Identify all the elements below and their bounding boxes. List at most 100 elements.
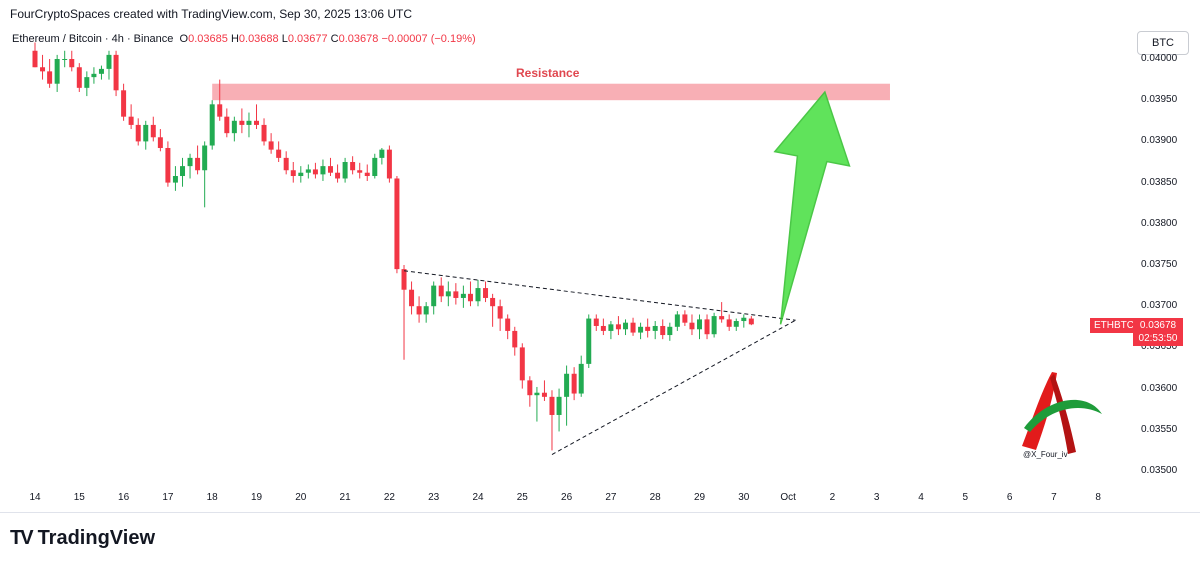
time-tick-label: 19 — [250, 492, 263, 503]
candle-body — [719, 316, 725, 320]
time-tick-label: 2 — [829, 492, 836, 503]
candle-body — [305, 169, 311, 173]
candle-body — [202, 145, 208, 171]
candle-body — [276, 149, 282, 158]
descending-trendline — [403, 270, 796, 321]
time-tick-label: 27 — [605, 492, 617, 503]
candle-body — [172, 176, 178, 183]
tradingview-logo[interactable]: TV TradingView — [10, 527, 155, 550]
resistance-label: Resistance — [516, 66, 580, 80]
candle-body — [32, 50, 38, 68]
candle-body — [357, 170, 363, 173]
candle-body — [660, 325, 666, 336]
candle-body — [645, 326, 651, 331]
resistance-zone — [212, 83, 890, 101]
candle-body — [483, 288, 489, 298]
candle-body — [246, 120, 252, 125]
candle-body — [54, 59, 60, 84]
candle-body — [143, 124, 149, 142]
time-tick-label: 3 — [873, 492, 880, 503]
candle-body — [512, 330, 518, 348]
candle-body — [165, 147, 171, 183]
candle-body — [571, 373, 577, 394]
candle-body — [98, 68, 104, 74]
candle-body — [527, 380, 533, 396]
change-value: −0.00007 (−0.19%) — [381, 33, 476, 45]
projection-arrow — [773, 90, 851, 325]
logo-stroke-right — [1050, 374, 1076, 454]
time-tick-label: 21 — [339, 492, 351, 503]
candle-body — [519, 347, 525, 381]
candle-body — [608, 324, 614, 331]
candle-body — [704, 319, 710, 335]
candle-body — [394, 178, 400, 270]
symbol-label[interactable]: Ethereum / Bitcoin · 4h · Binance — [12, 33, 174, 45]
candle-body — [541, 392, 547, 397]
price-tick-label: 0.03750 — [1141, 259, 1178, 270]
candle-body — [290, 170, 296, 177]
time-tick-label: 14 — [29, 492, 41, 503]
candle-body — [748, 318, 754, 325]
candle-body — [180, 166, 186, 177]
candle-body — [379, 149, 385, 158]
time-tick-label: 22 — [383, 492, 395, 503]
candle-body — [231, 120, 237, 134]
ohlc-legend: Ethereum / Bitcoin · 4h · Binance O0.036… — [12, 33, 476, 45]
price-tick-label: 0.04000 — [1141, 53, 1178, 64]
candle-body — [91, 73, 97, 78]
time-tick-label: 4 — [918, 492, 924, 503]
high-label: H — [230, 33, 239, 45]
candle-body — [638, 326, 644, 333]
candle-body — [593, 318, 599, 326]
candle-body — [106, 54, 112, 69]
candle-body — [549, 396, 555, 415]
candle-body — [312, 169, 318, 175]
open-label: O — [179, 33, 189, 45]
time-tick-label: 26 — [561, 492, 573, 503]
candle-body — [733, 321, 739, 327]
candle-body — [490, 297, 496, 307]
candle-body — [534, 392, 540, 396]
candle-body — [335, 172, 341, 179]
price-tick-label: 0.03900 — [1141, 135, 1178, 147]
time-tick-label: 17 — [162, 492, 174, 503]
candle-body — [460, 293, 466, 298]
currency-selector[interactable]: BTC — [1137, 31, 1189, 55]
candle-body — [268, 141, 274, 150]
author-handle: @X_Four_iv — [1023, 450, 1068, 459]
time-tick-label: 20 — [295, 492, 307, 503]
candle-body — [667, 326, 673, 336]
candle-body — [342, 162, 348, 179]
candle-body — [69, 59, 75, 68]
candle-body — [497, 306, 503, 319]
candle-body — [409, 289, 415, 307]
candle-body — [261, 124, 267, 142]
candle-body — [62, 59, 68, 60]
candle-body — [615, 324, 621, 330]
candle-body — [586, 318, 592, 364]
footer-divider — [0, 512, 1200, 513]
time-tick-label: 5 — [962, 492, 969, 503]
time-tick-label: 23 — [428, 492, 440, 503]
candle-body — [76, 67, 82, 88]
time-tick-label: 15 — [73, 492, 85, 503]
candle-body — [113, 54, 119, 91]
candle-body — [682, 314, 688, 323]
price-tick-label: 0.03550 — [1141, 423, 1178, 435]
candle-body — [475, 288, 481, 302]
time-tick-label: Oct — [780, 492, 796, 503]
candle-body — [150, 124, 156, 138]
candle-body — [40, 67, 46, 72]
candle-body — [401, 269, 407, 290]
candle-body — [674, 314, 680, 327]
price-tick-label: 0.03500 — [1141, 465, 1178, 476]
candle-body — [298, 172, 304, 177]
candle-body — [630, 322, 636, 333]
time-tick-label: 30 — [738, 492, 750, 503]
candle-body — [327, 166, 333, 173]
last-price: 0.03678 — [1139, 320, 1177, 331]
ticker-tag: ETHBTC — [1090, 318, 1138, 333]
candle-body — [239, 120, 245, 125]
bar-countdown: 02:53:50 — [1138, 333, 1178, 344]
